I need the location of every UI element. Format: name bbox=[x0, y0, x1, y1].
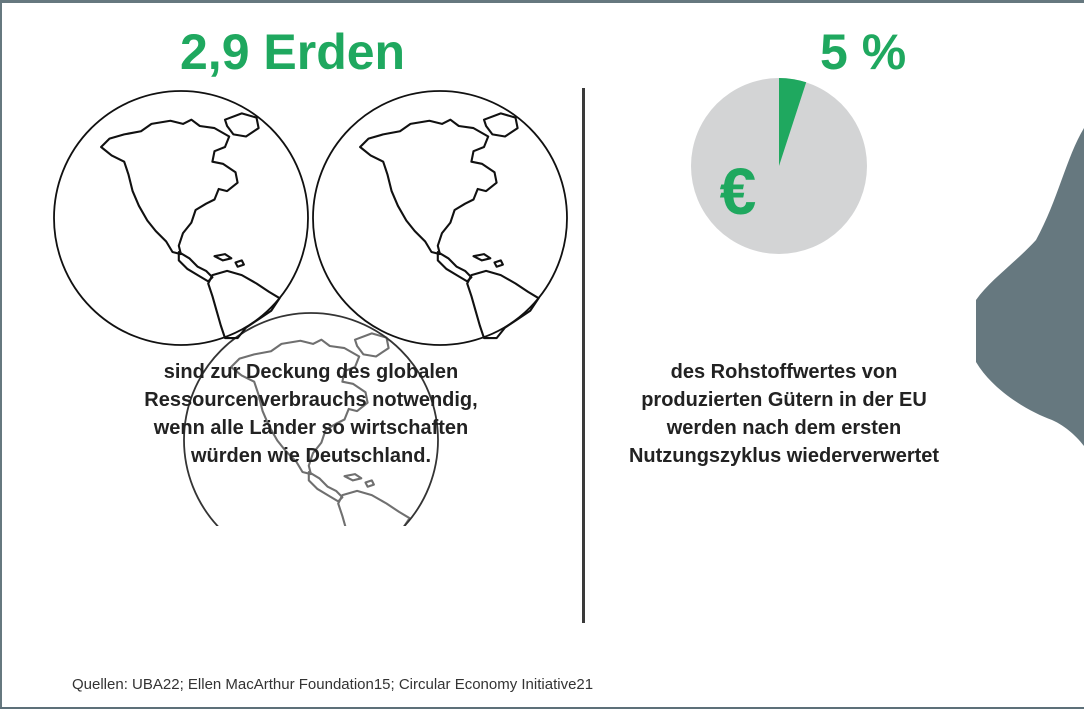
recycling-description-line: Nutzungszyklus wiederverwertet bbox=[628, 445, 940, 467]
recycling-description-line: produzierten Gütern in der EU bbox=[641, 389, 927, 411]
earths-stat-description: sind zur Deckung des globalen Ressourcen… bbox=[144, 358, 477, 470]
earths-description-line: Ressourcenverbrauchs notwendig, bbox=[144, 389, 478, 411]
recycling-stat-description: des Rohstoffwertes von produzierten Güte… bbox=[629, 358, 939, 470]
top-border bbox=[0, 0, 1084, 3]
earths-description-line: würden wie Deutschland. bbox=[190, 445, 432, 467]
recycling-pie-chart: € bbox=[691, 78, 867, 254]
left-border bbox=[0, 0, 2, 709]
globe-icon bbox=[312, 90, 568, 346]
earths-description-line: sind zur Deckung des globalen bbox=[163, 361, 459, 383]
globes-illustration bbox=[53, 90, 568, 526]
recycling-description-line: werden nach dem ersten bbox=[666, 417, 902, 439]
recycling-description-line: des Rohstoffwertes von bbox=[670, 361, 898, 383]
globe-icon bbox=[53, 90, 309, 346]
earths-description-line: wenn alle Länder so wirtschaften bbox=[153, 417, 469, 439]
partial-globe-icon bbox=[183, 312, 439, 526]
bottom-border bbox=[0, 707, 1084, 709]
recycling-stat-value: 5 % bbox=[820, 24, 907, 80]
earths-stat-value: 2,9 Erden bbox=[180, 24, 406, 80]
euro-icon: € bbox=[720, 154, 757, 228]
pie-share-slice bbox=[779, 78, 807, 166]
column-divider bbox=[582, 88, 585, 623]
sources-footnote: Quellen: UBA22; Ellen MacArthur Foundati… bbox=[72, 676, 594, 693]
